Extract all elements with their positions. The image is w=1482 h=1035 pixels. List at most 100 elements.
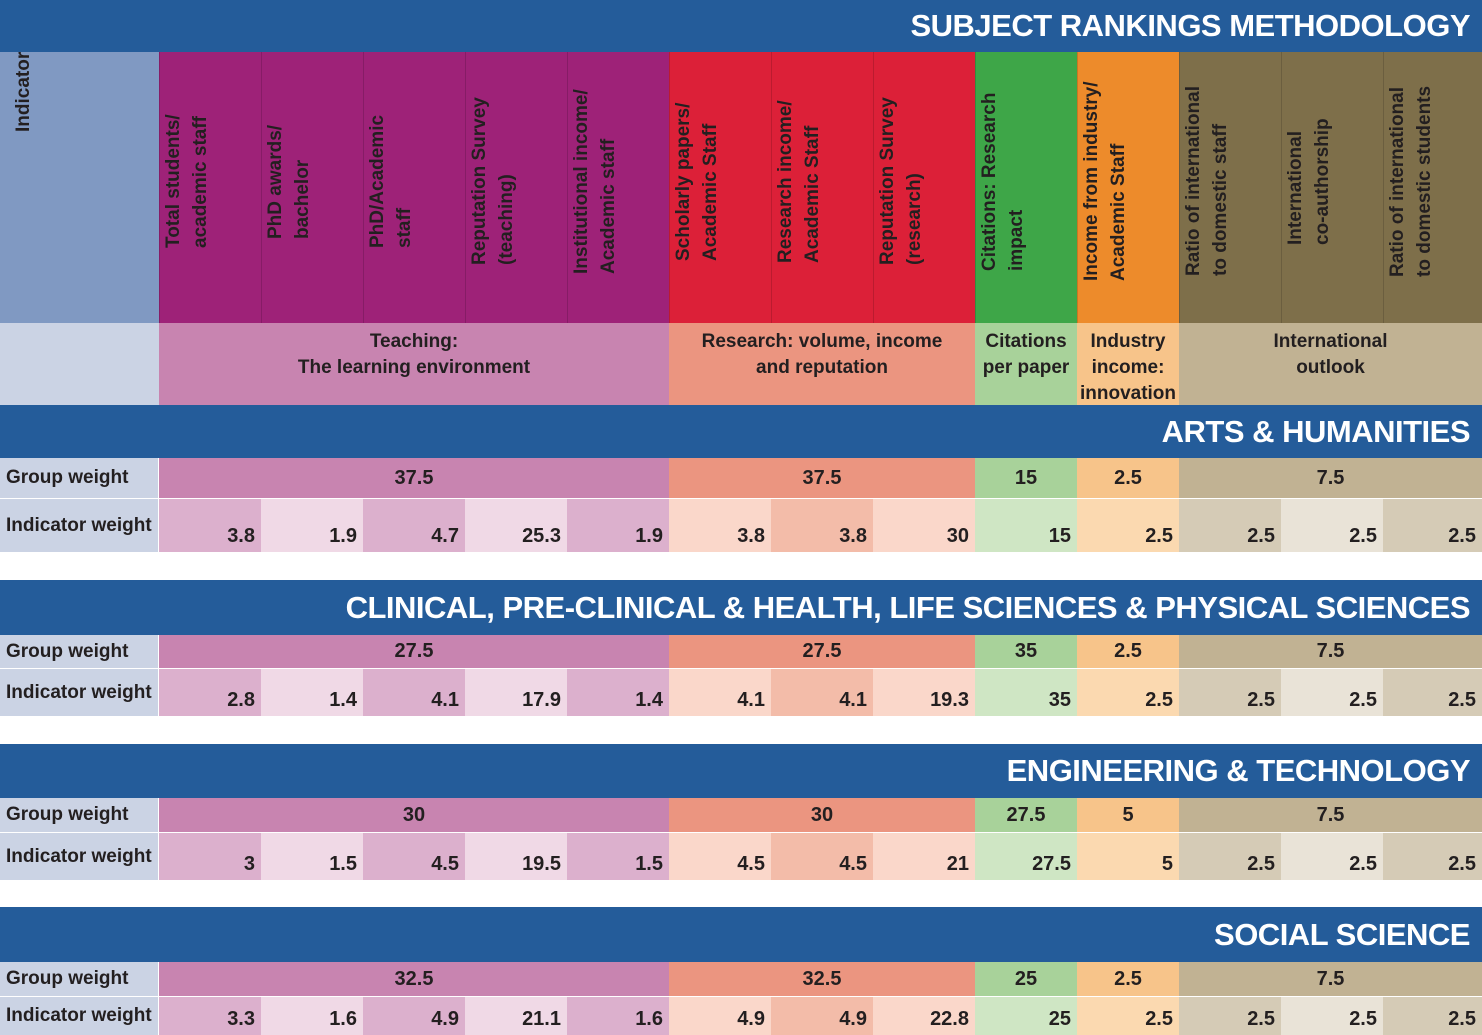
indicator-weight: 1.4 [261, 668, 363, 716]
indicator-weight: 27.5 [975, 832, 1077, 880]
group-weight: 27.5 [159, 635, 669, 668]
indicator-weight: 21 [873, 832, 975, 880]
section-title: CLINICAL, PRE-CLINICAL & HEALTH, LIFE SC… [0, 580, 1482, 635]
group-weight: 7.5 [1179, 798, 1482, 832]
indicator-weight: 2.5 [1179, 996, 1281, 1035]
row-label: Indicator weight [0, 996, 159, 1035]
indicator-weight: 1.6 [567, 996, 669, 1035]
indicator-weight: 1.5 [261, 832, 363, 880]
group-weight: 37.5 [159, 458, 669, 498]
indicator-weight: 2.8 [159, 668, 261, 716]
indicator-weight: 1.5 [567, 832, 669, 880]
indicator-weight: 1.6 [261, 996, 363, 1035]
indicator-header: Indicator [0, 52, 159, 323]
group-weight: 35 [975, 635, 1077, 668]
indicator-name: Institutional income/ Academic staff [567, 52, 669, 323]
indicator-weight: 3.8 [669, 498, 771, 552]
group-name: Industry income: innovation [1077, 323, 1179, 405]
indicator-weight: 4.5 [363, 832, 465, 880]
group-weight: 30 [159, 798, 669, 832]
indicator-weight: 19.3 [873, 668, 975, 716]
indicator-weight: 3.3 [159, 996, 261, 1035]
indicator-weight: 5 [1077, 832, 1179, 880]
group-name: International outlook [1179, 323, 1482, 405]
indicator-weight: 2.5 [1077, 498, 1179, 552]
indicator-weight: 21.1 [465, 996, 567, 1035]
indicator-weight: 2.5 [1179, 832, 1281, 880]
indicator-weight: 4.1 [669, 668, 771, 716]
group-weight: 32.5 [669, 962, 975, 996]
indicator-name: Income from industry/ Academic Staff [1077, 52, 1179, 323]
row-label: Group weight [0, 458, 159, 498]
group-weight: 7.5 [1179, 962, 1482, 996]
indicator-weight: 25 [975, 996, 1077, 1035]
indicator-weight: 19.5 [465, 832, 567, 880]
indicator-weight: 2.5 [1077, 668, 1179, 716]
group-weight: 2.5 [1077, 962, 1179, 996]
indicator-name: PhD/Academic staff [363, 52, 465, 323]
indicator-weight: 4.5 [771, 832, 873, 880]
indicator-weight: 17.9 [465, 668, 567, 716]
indicator-weight: 2.5 [1179, 668, 1281, 716]
indicator-header-blank [0, 323, 159, 405]
indicator-weight: 4.1 [363, 668, 465, 716]
group-weight: 7.5 [1179, 635, 1482, 668]
group-weight: 2.5 [1077, 458, 1179, 498]
indicator-weight: 1.9 [567, 498, 669, 552]
indicator-weight: 3 [159, 832, 261, 880]
indicator-weight: 15 [975, 498, 1077, 552]
row-label: Indicator weight [0, 498, 159, 552]
indicator-name: Citations: Research impact [975, 52, 1077, 323]
indicator-weight: 25.3 [465, 498, 567, 552]
group-weight: 30 [669, 798, 975, 832]
indicator-weight: 2.5 [1281, 832, 1383, 880]
group-weight: 15 [975, 458, 1077, 498]
indicator-name: Reputation Survey (research) [873, 52, 975, 323]
indicator-name: Scholarly papers/ Academic Staff [669, 52, 771, 323]
indicator-weight: 1.9 [261, 498, 363, 552]
indicator-weight: 22.8 [873, 996, 975, 1035]
indicator-weight: 4.7 [363, 498, 465, 552]
group-weight: 32.5 [159, 962, 669, 996]
indicator-weight: 35 [975, 668, 1077, 716]
indicator-name: Research income/ Academic Staff [771, 52, 873, 323]
section-title: SOCIAL SCIENCE [0, 907, 1482, 962]
group-name: Teaching: The learning environment [159, 323, 669, 405]
indicator-weight: 2.5 [1077, 996, 1179, 1035]
indicator-weight: 4.5 [669, 832, 771, 880]
indicator-weight: 4.1 [771, 668, 873, 716]
row-label: Group weight [0, 962, 159, 996]
group-weight: 37.5 [669, 458, 975, 498]
indicator-weight: 3.8 [771, 498, 873, 552]
indicator-weight: 4.9 [363, 996, 465, 1035]
indicator-weight: 2.5 [1281, 668, 1383, 716]
indicator-weight: 3.8 [159, 498, 261, 552]
indicator-name: Reputation Survey (teaching) [465, 52, 567, 323]
group-weight: 25 [975, 962, 1077, 996]
indicator-weight: 2.5 [1383, 996, 1482, 1035]
row-label: Group weight [0, 798, 159, 832]
section-title: ARTS & HUMANITIES [0, 405, 1482, 458]
indicator-weight: 2.5 [1383, 498, 1482, 552]
indicator-name: Ratio of international to domestic stude… [1383, 52, 1482, 323]
group-weight: 7.5 [1179, 458, 1482, 498]
indicator-weight: 4.9 [669, 996, 771, 1035]
group-weight: 5 [1077, 798, 1179, 832]
row-label: Group weight [0, 635, 159, 668]
group-name: Research: volume, income and reputation [669, 323, 975, 405]
group-weight: 27.5 [975, 798, 1077, 832]
indicator-weight: 2.5 [1281, 996, 1383, 1035]
section-title: ENGINEERING & TECHNOLOGY [0, 744, 1482, 798]
indicator-weight: 4.9 [771, 996, 873, 1035]
row-label: Indicator weight [0, 832, 159, 880]
indicator-name: Ratio of international to domestic staff [1179, 52, 1281, 323]
indicator-weight: 2.5 [1281, 498, 1383, 552]
indicator-weight: 1.4 [567, 668, 669, 716]
indicator-name: International co-authorship [1281, 52, 1383, 323]
group-name: Citations per paper [975, 323, 1077, 405]
indicator-weight: 30 [873, 498, 975, 552]
group-weight: 27.5 [669, 635, 975, 668]
indicator-weight: 2.5 [1383, 668, 1482, 716]
group-weight: 2.5 [1077, 635, 1179, 668]
